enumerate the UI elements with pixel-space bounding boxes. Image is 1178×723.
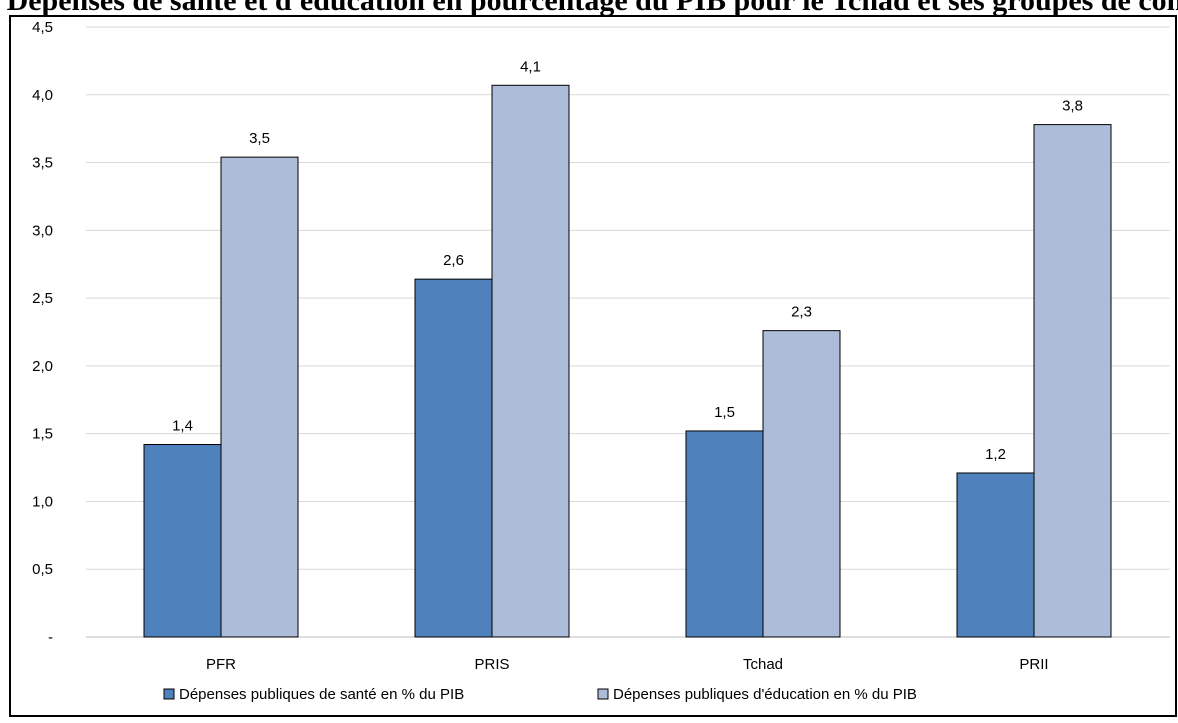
y-tick-label: 0,5 [32,561,53,578]
data-label: 1,2 [985,446,1006,463]
y-tick-label: - [48,629,53,646]
x-tick-label: PFR [206,656,236,673]
bar-education-tchad [762,330,841,638]
data-label: 3,8 [1062,98,1083,115]
bar-sante-pfr [143,444,222,638]
y-tick-label: 1,5 [32,426,53,443]
y-tick-label: 2,5 [32,290,53,307]
data-label: 3,5 [249,130,270,147]
bar-education-pfr [220,156,299,638]
bar-education-prii [1033,124,1112,638]
chart-border [9,15,1177,717]
data-label: 1,5 [714,404,735,421]
legend-swatch [163,688,175,700]
x-tick-label: PRII [1019,656,1048,673]
legend-label: Dépenses publiques de santé en % du PIB [179,686,464,703]
data-label: 2,3 [791,304,812,321]
y-tick-label: 3,0 [32,222,53,239]
y-tick-label: 4,0 [32,87,53,104]
data-label: 2,6 [443,252,464,269]
legend-swatch [597,688,609,700]
y-tick-label: 4,5 [32,19,53,36]
x-axis: PFR PRIS Tchad PRII [206,656,1049,673]
data-labels: 1,4 3,5 2,6 4,1 1,5 2,3 1,2 3,8 [172,58,1083,463]
chart-title: Figure 9 : Dépenses de santé et d'éducat… [0,0,1178,17]
bar-education-pris [491,84,570,638]
legend: Dépenses publiques de santé en % du PIB D… [163,686,917,703]
bar-sante-prii [956,472,1035,638]
y-tick-label: 1,0 [32,493,53,510]
y-tick-label: 3,5 [32,155,53,172]
bar-sante-tchad [685,430,764,638]
bar-sante-pris [414,278,493,638]
y-tick-label: 2,0 [32,358,53,375]
data-label: 1,4 [172,418,193,435]
legend-label: Dépenses publiques d'éducation en % du P… [613,686,917,703]
x-tick-label: Tchad [743,656,783,673]
x-tick-label: PRIS [474,656,509,673]
bars [143,84,1112,638]
data-label: 4,1 [520,58,541,75]
y-axis: - 0,5 1,0 1,5 2,0 2,5 3,0 3,5 4,0 4,5 [32,19,53,646]
